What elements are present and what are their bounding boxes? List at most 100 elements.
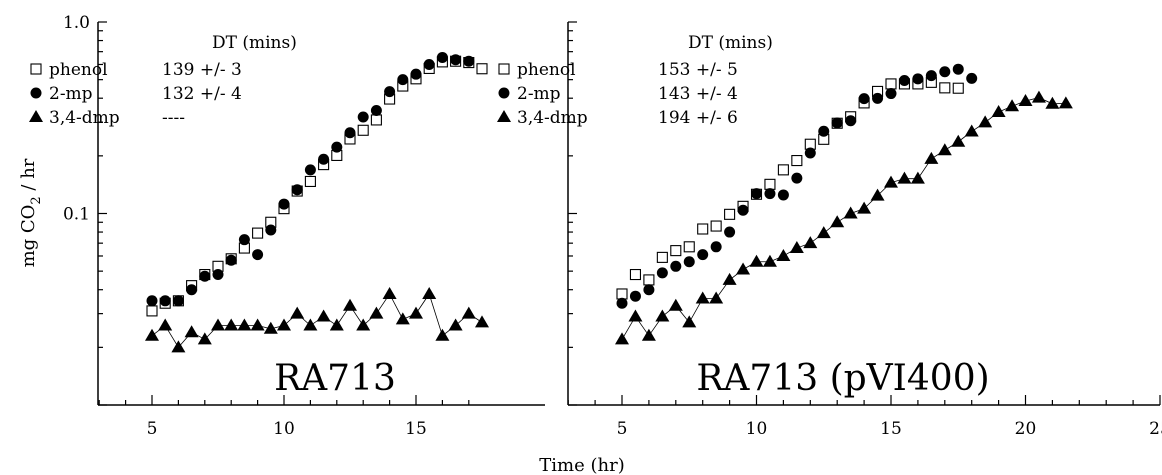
data-point — [463, 55, 475, 67]
data-point — [1018, 93, 1033, 106]
data-point — [448, 318, 463, 331]
data-point — [318, 153, 330, 165]
panel-label: RA713 (pVI400) — [696, 358, 989, 399]
data-point — [643, 274, 655, 286]
legend-doubling-time: 132 +/- 4 — [162, 84, 242, 104]
series-line — [621, 97, 1066, 340]
data-marks — [145, 51, 489, 353]
data-point — [845, 115, 857, 127]
data-point — [683, 241, 695, 253]
data-point — [369, 306, 384, 319]
legend-doubling-time: 153 +/- 5 — [658, 60, 738, 80]
data-point — [978, 115, 993, 128]
data-point — [145, 328, 159, 341]
data-point — [939, 66, 951, 78]
data-point — [655, 309, 670, 322]
data-point — [762, 254, 777, 267]
data-point — [683, 256, 695, 268]
data-point — [885, 78, 897, 90]
data-point — [616, 297, 628, 309]
data-point — [628, 309, 643, 322]
data-point — [277, 318, 291, 331]
data-point — [641, 328, 656, 341]
data-point — [1005, 99, 1020, 112]
data-point — [858, 93, 870, 105]
data-point — [238, 234, 250, 246]
y-tick-label: 1.0 — [63, 13, 90, 33]
data-point — [172, 295, 184, 307]
data-point — [343, 298, 357, 311]
data-point — [410, 68, 422, 80]
data-point — [857, 201, 872, 214]
data-point — [789, 241, 804, 254]
data-point — [966, 72, 978, 84]
y-axis-ticks — [568, 21, 577, 406]
data-point — [316, 309, 331, 322]
data-point — [791, 155, 803, 167]
x-axis-ticks: 5 10 15 — [98, 395, 470, 439]
data-point — [252, 227, 264, 239]
series-2-mp — [616, 63, 978, 309]
x-tick-label: 5 — [147, 419, 158, 439]
y-axis-title-main: mg CO — [18, 205, 39, 268]
data-point — [776, 248, 791, 261]
data-point — [382, 286, 397, 299]
legend-marker — [497, 110, 511, 122]
data-point — [764, 188, 776, 200]
data-point — [924, 151, 939, 164]
data-point — [724, 208, 736, 220]
data-point — [951, 134, 966, 147]
legend-doubling-time: 139 +/- 3 — [162, 60, 242, 80]
data-point — [803, 236, 818, 249]
data-point — [356, 318, 371, 331]
data-point — [697, 223, 709, 235]
data-point — [736, 262, 751, 275]
x-axis-title: Time (hr) — [539, 455, 624, 475]
legend-doubling-time: 194 +/- 6 — [658, 108, 738, 128]
legend-marker — [498, 87, 510, 99]
data-point — [710, 220, 722, 232]
data-point — [197, 332, 212, 345]
data-point — [656, 251, 668, 263]
legend-doubling-time: ---- — [162, 108, 185, 128]
legend-doubling-time: 143 +/- 4 — [658, 84, 738, 104]
data-point — [1031, 90, 1046, 103]
data-point — [629, 290, 641, 302]
data-point — [912, 73, 924, 85]
data-point — [885, 88, 897, 100]
x-tick-label: 20 — [1015, 419, 1037, 439]
y-axis-title-tail: / hr — [18, 158, 39, 196]
data-point — [695, 291, 710, 304]
data-point — [370, 114, 382, 126]
data-point — [777, 164, 789, 176]
legend-series-name: 2-mp — [49, 84, 93, 104]
series-3,4-dmp — [615, 90, 1073, 345]
data-point — [199, 270, 211, 282]
legend-series-name: phenol — [517, 60, 576, 80]
data-point — [898, 74, 910, 86]
panel-label: RA713 — [274, 358, 396, 399]
legend-header: DT (mins) — [212, 33, 297, 53]
data-point — [615, 332, 629, 345]
data-point — [237, 318, 252, 331]
data-point — [146, 305, 158, 317]
data-point — [304, 175, 316, 188]
data-point — [250, 318, 265, 331]
data-point — [329, 318, 344, 331]
y-tick-label: 0.1 — [63, 205, 90, 225]
y-axis-ticks: 1.0 0.1 — [63, 13, 107, 406]
data-point — [616, 288, 628, 300]
data-point — [884, 175, 898, 188]
data-point — [395, 312, 410, 325]
series-phenol — [616, 76, 964, 300]
data-point — [777, 189, 789, 201]
x-axis-ticks: 5 10 15 20 25 — [567, 395, 1162, 439]
data-point — [910, 171, 925, 184]
data-point — [370, 105, 382, 117]
data-point — [357, 124, 369, 136]
data-point — [682, 315, 697, 328]
series-2-mp — [146, 51, 475, 307]
data-point — [461, 306, 476, 319]
data-point — [252, 249, 264, 261]
data-point — [764, 178, 776, 190]
